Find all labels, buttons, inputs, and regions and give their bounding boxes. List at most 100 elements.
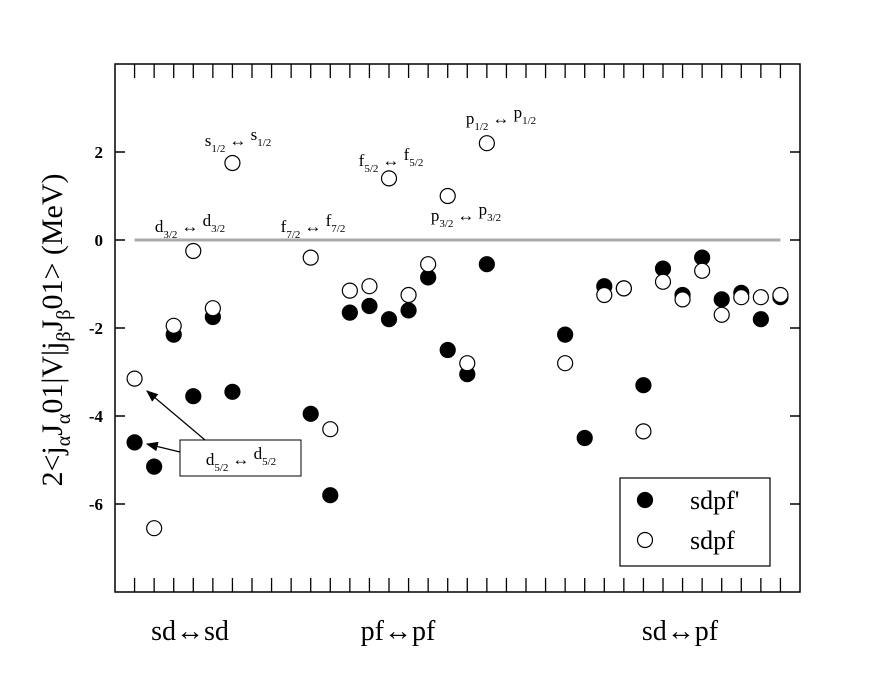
annotation-sub: 5/2: [364, 163, 378, 175]
annotation-arrow: ↔: [382, 151, 403, 170]
data-point: [596, 286, 613, 304]
annotation: s1/2 ↔ s1/2: [205, 125, 272, 155]
data-point: [185, 388, 202, 405]
data-point: [165, 317, 182, 334]
y-tick-label: 0: [95, 231, 104, 250]
annotation-orbital: f: [404, 145, 410, 164]
annotation-orbital: p: [466, 109, 475, 128]
annotation-sub: 3/2: [487, 212, 501, 224]
annotation-arrow: [145, 441, 181, 453]
annotation-sub: 7/2: [286, 229, 300, 241]
y-label-part: J: [36, 424, 69, 436]
data-point: [146, 458, 163, 475]
annotation-orbital: d: [206, 450, 215, 469]
y-label-part: 01|V|j: [36, 342, 69, 414]
data-point: [224, 154, 241, 172]
y-tick-label: -4: [89, 407, 104, 426]
data-point: [380, 311, 398, 328]
legend-marker: [636, 531, 654, 549]
data-point: [635, 423, 652, 440]
y-label-part: α: [53, 413, 75, 424]
annotation-sub: 5/2: [262, 456, 276, 468]
data-point: [674, 291, 691, 308]
annotation-orbital: p: [431, 206, 440, 225]
data-point: [302, 249, 319, 266]
data-point: [654, 273, 672, 290]
data-point: [459, 355, 476, 372]
data-point: [713, 306, 730, 323]
data-point: [400, 302, 417, 319]
data-point: [752, 311, 769, 328]
data-point: [694, 262, 711, 279]
annotation: p1/2 ↔ p1/2: [466, 103, 536, 133]
data-point: [361, 297, 378, 315]
data-point: [439, 341, 456, 359]
data-point: [557, 355, 574, 372]
annotation-orbital: f: [281, 217, 287, 236]
y-label-part: β: [53, 331, 75, 341]
y-axis-label: 2<jαJα01|V|jβJβ01> (MeV): [36, 173, 75, 486]
annotation-arrow: ↔: [304, 217, 325, 236]
annotation-sub: 1/2: [474, 121, 488, 133]
annotation-sub: 1/2: [211, 143, 225, 155]
data-point: [302, 405, 319, 422]
data-point: [126, 370, 143, 387]
data-point: [380, 170, 398, 187]
annotation-orbital: f: [326, 211, 332, 230]
annotation-arrow: ↔: [232, 450, 253, 469]
annotation-sub: 3/2: [163, 229, 177, 241]
data-point: [361, 278, 378, 295]
legend-marker: [636, 491, 654, 509]
data-point: [322, 421, 339, 438]
x-group-label: pf↔pf: [361, 616, 436, 647]
annotation-orbital: s: [205, 131, 212, 150]
annotation-sub: 1/2: [257, 137, 271, 149]
data-point: [478, 135, 495, 152]
y-tick-label: -6: [89, 495, 103, 514]
annotation-orbital: d: [155, 217, 164, 236]
data-point: [224, 383, 241, 400]
annotation-orbital: p: [479, 200, 488, 219]
data-point: [341, 282, 358, 299]
annotation: d3/2 ↔ d3/2: [155, 211, 225, 241]
annotation-sub: 5/2: [409, 157, 423, 169]
annotation-orbital: f: [359, 151, 365, 170]
y-label-part: 2<j: [36, 446, 69, 486]
annotation-sub: 7/2: [331, 223, 345, 235]
annotation: p3/2 ↔ p3/2: [431, 200, 501, 230]
data-point: [576, 429, 593, 447]
data-point: [752, 289, 769, 306]
data-point: [322, 487, 339, 504]
data-point: [713, 291, 730, 308]
data-point: [733, 289, 750, 306]
y-tick-label: -2: [89, 319, 103, 338]
annotation-arrow: ↔: [229, 131, 250, 150]
annotation-sub: 3/2: [439, 218, 453, 230]
y-tick-label: 2: [95, 143, 104, 162]
annotation: f5/2 ↔ f5/2: [359, 145, 424, 175]
annotation-orbital: s: [251, 125, 258, 144]
data-point: [635, 377, 652, 394]
data-point: [400, 286, 417, 304]
annotation-orbital: d: [254, 444, 263, 463]
annotation-arrow: ↔: [492, 109, 513, 128]
y-label-part: J: [36, 319, 69, 331]
data-point: [557, 326, 574, 343]
annotation-orbital: d: [203, 211, 212, 230]
y-label-part: 01> (MeV): [36, 173, 69, 309]
data-point: [341, 304, 358, 321]
y-label-part: β: [53, 310, 75, 320]
data-point: [126, 434, 143, 451]
data-point: [146, 520, 163, 537]
legend-label: sdpf: [690, 526, 735, 555]
data-point: [772, 286, 789, 304]
annotation-arrow: ↔: [181, 217, 202, 236]
x-group-label: sd↔pf: [642, 616, 719, 647]
data-point: [439, 187, 456, 205]
data-point: [615, 280, 632, 297]
annotation-sub: 5/2: [214, 462, 228, 474]
annotation: f7/2 ↔ f7/2: [281, 211, 346, 241]
annotation-arrow: ↔: [457, 206, 478, 225]
annotation-arrow: [146, 390, 206, 441]
